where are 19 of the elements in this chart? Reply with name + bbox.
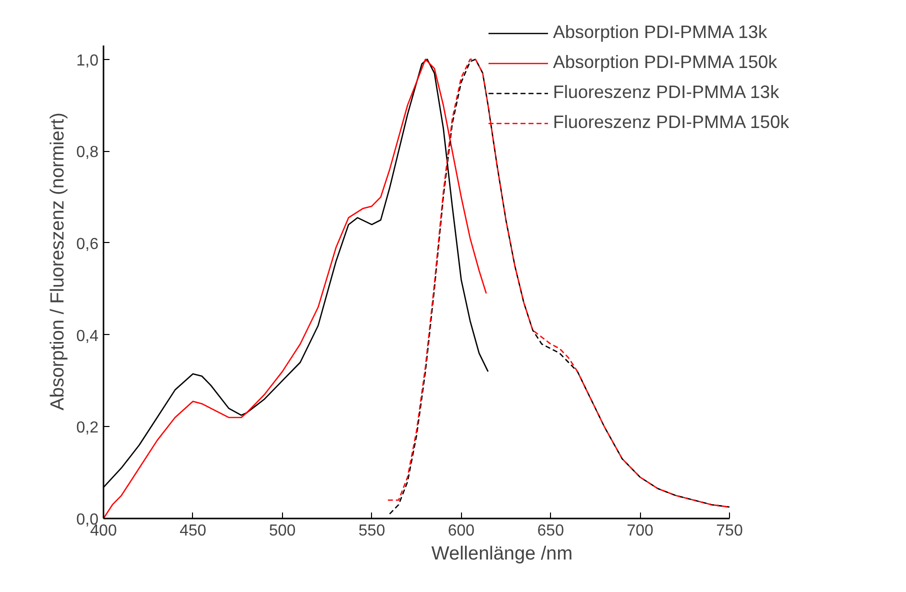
y-tick-label: 0,2 xyxy=(76,420,99,437)
x-tick-label: 500 xyxy=(269,522,296,540)
legend-label: Absorption PDI-PMMA 150k xyxy=(553,52,778,73)
y-tick-label: 0,8 xyxy=(76,144,99,162)
x-axis-title: Wellenlänge /nm xyxy=(431,544,573,564)
x-tick-label: 550 xyxy=(358,522,386,540)
legend-label: Fluoreszenz PDI-PMMA 13k xyxy=(553,82,780,103)
legend-label: Fluoreszenz PDI-PMMA 150k xyxy=(553,112,790,133)
y-tick-label: 1,0 xyxy=(76,52,99,70)
legend-label: Absorption PDI-PMMA 13k xyxy=(553,22,768,43)
x-tick-label: 450 xyxy=(180,522,206,540)
y-tick-label: 0,4 xyxy=(76,328,99,345)
y-axis-title: Absorption / Fluoreszenz (normiert) xyxy=(47,112,68,410)
x-tick-label: 750 xyxy=(716,522,743,540)
x-tick-label: 650 xyxy=(537,522,564,540)
x-tick-label: 600 xyxy=(448,522,475,540)
x-tick-label: 700 xyxy=(626,522,654,540)
x-tick-label: 400 xyxy=(90,522,117,540)
y-tick-label: 0,6 xyxy=(76,236,99,253)
